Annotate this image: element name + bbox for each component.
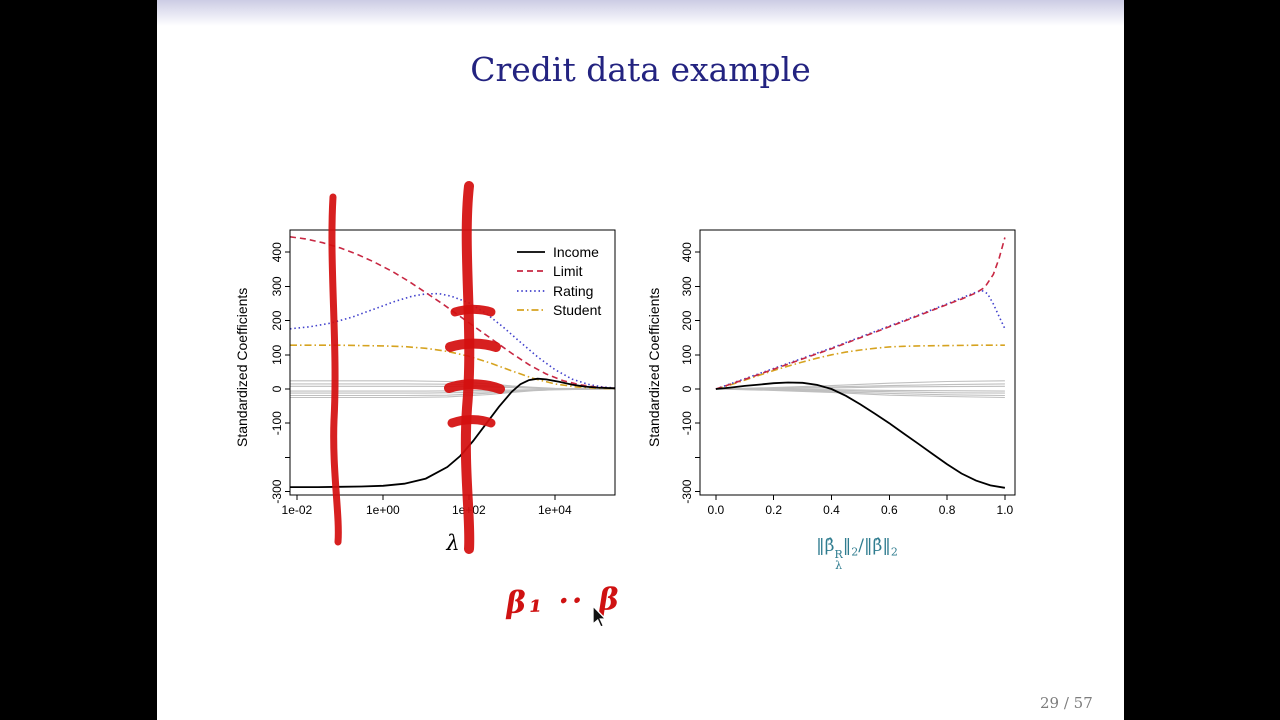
page-number: 29 / 57 (1040, 694, 1093, 712)
x-tick-label: 1e+04 (538, 503, 572, 517)
y-tick-label: 200 (270, 310, 284, 330)
legend-item-limit: Limit (516, 262, 601, 282)
series-rating (289, 292, 616, 389)
y-tick-label: 0 (680, 385, 694, 392)
legend-line-sample (517, 250, 545, 253)
y-tick-label: 100 (270, 344, 284, 364)
y-tick-label: 400 (270, 242, 284, 262)
pillarbox-right (1124, 0, 1280, 720)
y-tick-label: -100 (270, 411, 284, 435)
legend-item-student: Student (516, 301, 601, 321)
legend-label: Income (553, 243, 599, 260)
legend-line-sample (517, 309, 545, 312)
y-tick-label: 300 (680, 276, 694, 296)
subscript-lambda: λ (835, 559, 843, 572)
series-income (715, 381, 1006, 489)
x-tick-label: 1e+02 (452, 503, 486, 517)
superscript-R: R (834, 548, 843, 561)
subscript-2: 2 (851, 545, 859, 559)
beta-hat: β̂ (872, 536, 883, 556)
legend-label: Rating (553, 282, 594, 299)
legend-label: Limit (553, 263, 583, 280)
handwritten-annotation: β₁ ·· β (505, 581, 623, 622)
norm-bar: ‖ (816, 536, 825, 556)
slash: / (858, 536, 865, 556)
legend-item-income: Income (516, 242, 601, 262)
y-tick-label: 200 (680, 310, 694, 330)
coef-vs-norm-ratio-chart: 0.0 0.2 0.4 0.6 0.8 1.0 400 300 200 100 0 -100 -300 (645, 185, 1045, 575)
series-student (715, 344, 1005, 390)
y-tick-label: 100 (680, 344, 694, 364)
legend-item-rating: Rating (516, 281, 601, 301)
coef-vs-norm-ratio-plot: 0.0 0.2 0.4 0.6 0.8 1.0 400 300 200 100 0 -100 -300 (680, 229, 1016, 517)
legend-line-sample (517, 289, 545, 292)
slide-header-gradient (157, 0, 1124, 26)
y-tick-label: -100 (680, 411, 694, 435)
series-other-3 (290, 385, 616, 390)
slide-title: Credit data example (470, 50, 811, 89)
series-other-7 (715, 388, 1005, 399)
plot-box (699, 229, 1016, 496)
x-tick-label: 1e+00 (366, 503, 400, 517)
y-tick-label: -300 (680, 479, 694, 503)
legend-label: Student (553, 302, 602, 319)
x-tick-label: 0.2 (765, 503, 782, 517)
x-tick-label: 1e-02 (282, 503, 313, 517)
subscript-2: 2 (890, 545, 898, 559)
y-tick-label: 300 (270, 276, 284, 296)
y-tick-label: 400 (680, 242, 694, 262)
x-tick-label: 0.4 (823, 503, 840, 517)
x-tick-label: 0.6 (881, 503, 898, 517)
plot-box (289, 229, 616, 496)
series-limit (715, 237, 1006, 390)
legend: Income Limit Rating Student (516, 242, 601, 320)
x-tick-label: 1.0 (997, 503, 1014, 517)
legend-line-sample (517, 270, 545, 273)
left-x-axis-label: λ (446, 531, 460, 555)
series-other-1 (715, 380, 1005, 390)
y-tick-label: 0 (270, 385, 284, 392)
series-limit (289, 236, 616, 390)
x-tick-label: 0.0 (708, 503, 725, 517)
norm-bar: ‖ (842, 536, 852, 556)
norm-bar: ‖ (864, 536, 873, 556)
pillarbox-left (0, 0, 157, 720)
y-tick-label: -300 (270, 479, 284, 503)
norm-bar: ‖ (882, 536, 891, 556)
left-y-axis-label: Standardized Coefficients (234, 287, 250, 447)
x-tick-label: 0.8 (939, 503, 956, 517)
right-y-axis-label: Standardized Coefficients (646, 287, 662, 447)
beta-hat: β̂ (824, 536, 835, 556)
series-student (290, 344, 616, 390)
